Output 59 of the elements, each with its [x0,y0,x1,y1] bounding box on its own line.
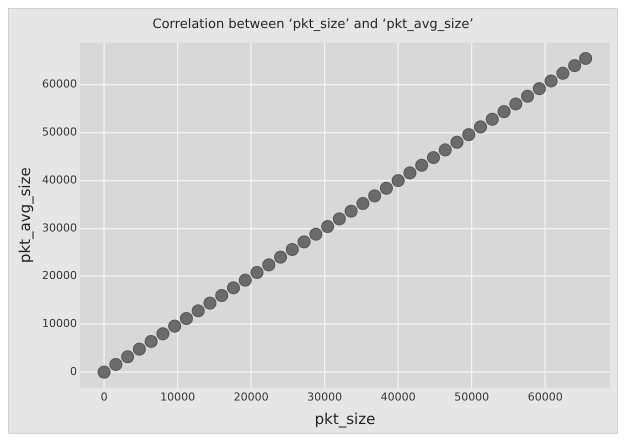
point [474,120,488,134]
x-axis-title: pkt_size [314,410,376,428]
point [380,182,393,195]
point [321,220,334,234]
y-tick-label: 30000 [42,221,77,234]
point [286,243,299,256]
point [98,366,111,379]
point [298,235,311,248]
point [121,350,134,364]
point [544,74,558,88]
x-tick-label: 60000 [528,390,563,404]
x-tick-label: 50000 [454,390,490,404]
y-tick-label: 20000 [42,269,77,282]
y-tick-label: 40000 [42,173,77,186]
x-tick-label: 40000 [380,390,416,404]
x-tick-label: 0 [100,390,108,404]
x-tick-label: 30000 [307,390,342,404]
y-tick-label: 0 [70,364,77,378]
point [192,304,205,318]
point [426,151,440,164]
point [274,250,288,264]
point [156,327,170,340]
x-tick-label: 10000 [160,390,196,404]
point [132,342,146,356]
point [356,197,370,210]
point [109,358,122,371]
y-tick-label: 50000 [42,126,77,139]
point [509,97,522,110]
point [498,105,511,118]
y-tick-label: 10000 [42,317,77,330]
point [403,166,416,180]
y-tick-label: 60000 [42,78,77,91]
point [250,266,264,280]
point [332,212,346,226]
point [144,334,158,348]
point [532,82,546,96]
point [579,52,592,65]
point [180,312,193,325]
point [486,112,499,126]
point [344,204,358,218]
point [521,90,534,103]
point [238,274,252,287]
point [556,66,570,80]
point [568,59,582,72]
point [368,189,382,202]
point [226,281,240,294]
point [168,320,182,333]
point [462,128,476,142]
chart-title: Correlation between ‘pkt_size’ and ‘pkt_avg_size’ [152,17,474,32]
point [262,258,276,272]
point [438,143,452,156]
point [215,288,228,302]
point [309,228,322,241]
point [203,296,216,310]
point [415,158,428,172]
x-tick-label: 20000 [234,390,269,404]
point [392,174,405,188]
y-axis-title: pkt_avg_size [16,167,34,264]
point [450,136,464,149]
